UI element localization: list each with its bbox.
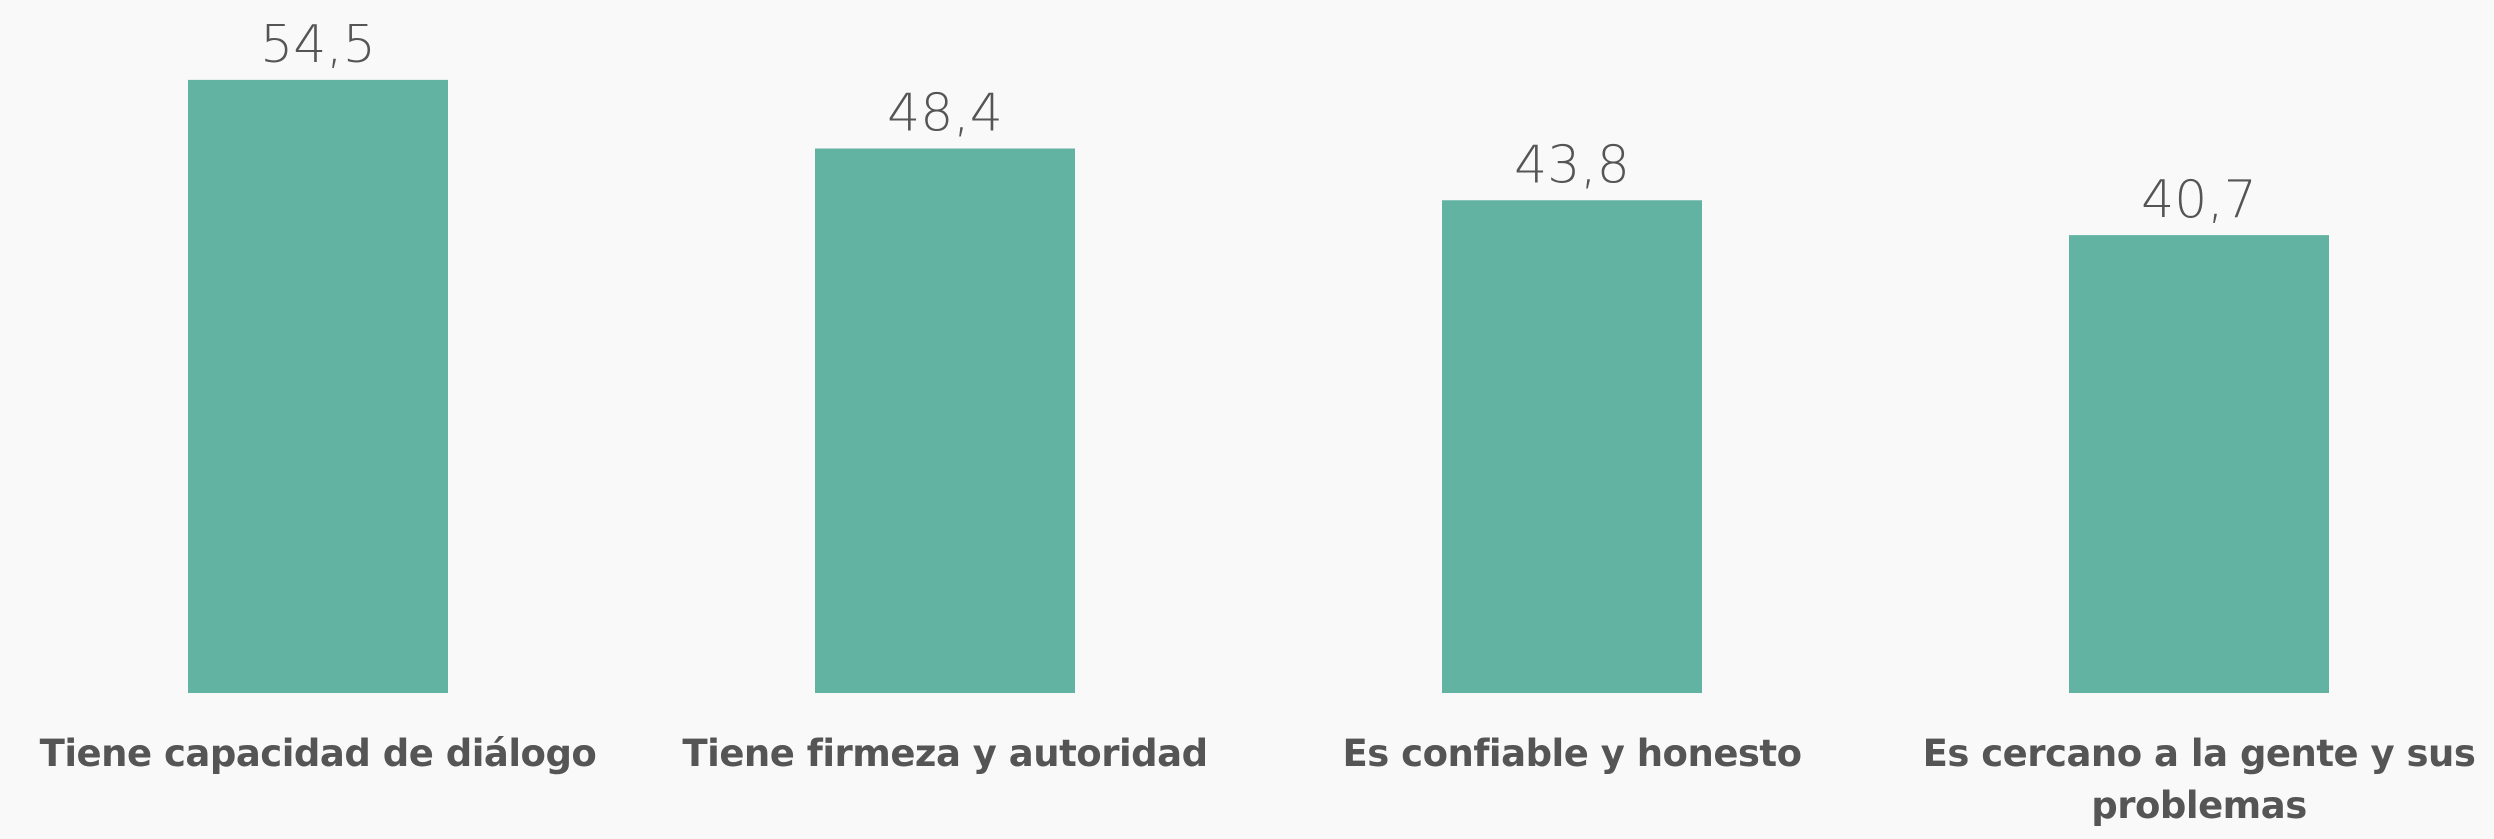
x-tick-label: Es confiable y honesto: [1342, 732, 1802, 775]
value-label: 48,4: [887, 84, 1003, 144]
x-tick-label: Tiene firmeza y autoridad: [682, 732, 1208, 775]
value-label: 43,8: [1514, 135, 1630, 195]
value-label: 40,7: [2141, 170, 2257, 230]
bar: [815, 148, 1075, 693]
bar: [188, 79, 448, 693]
value-label: 54,5: [260, 15, 376, 75]
bar: [2069, 235, 2329, 693]
x-tick-label: Tiene capacidad de diálogo: [39, 732, 597, 775]
x-tick-label: Es cercano a la gente y sus problemas: [1922, 732, 2476, 827]
bar: [1442, 200, 1702, 693]
